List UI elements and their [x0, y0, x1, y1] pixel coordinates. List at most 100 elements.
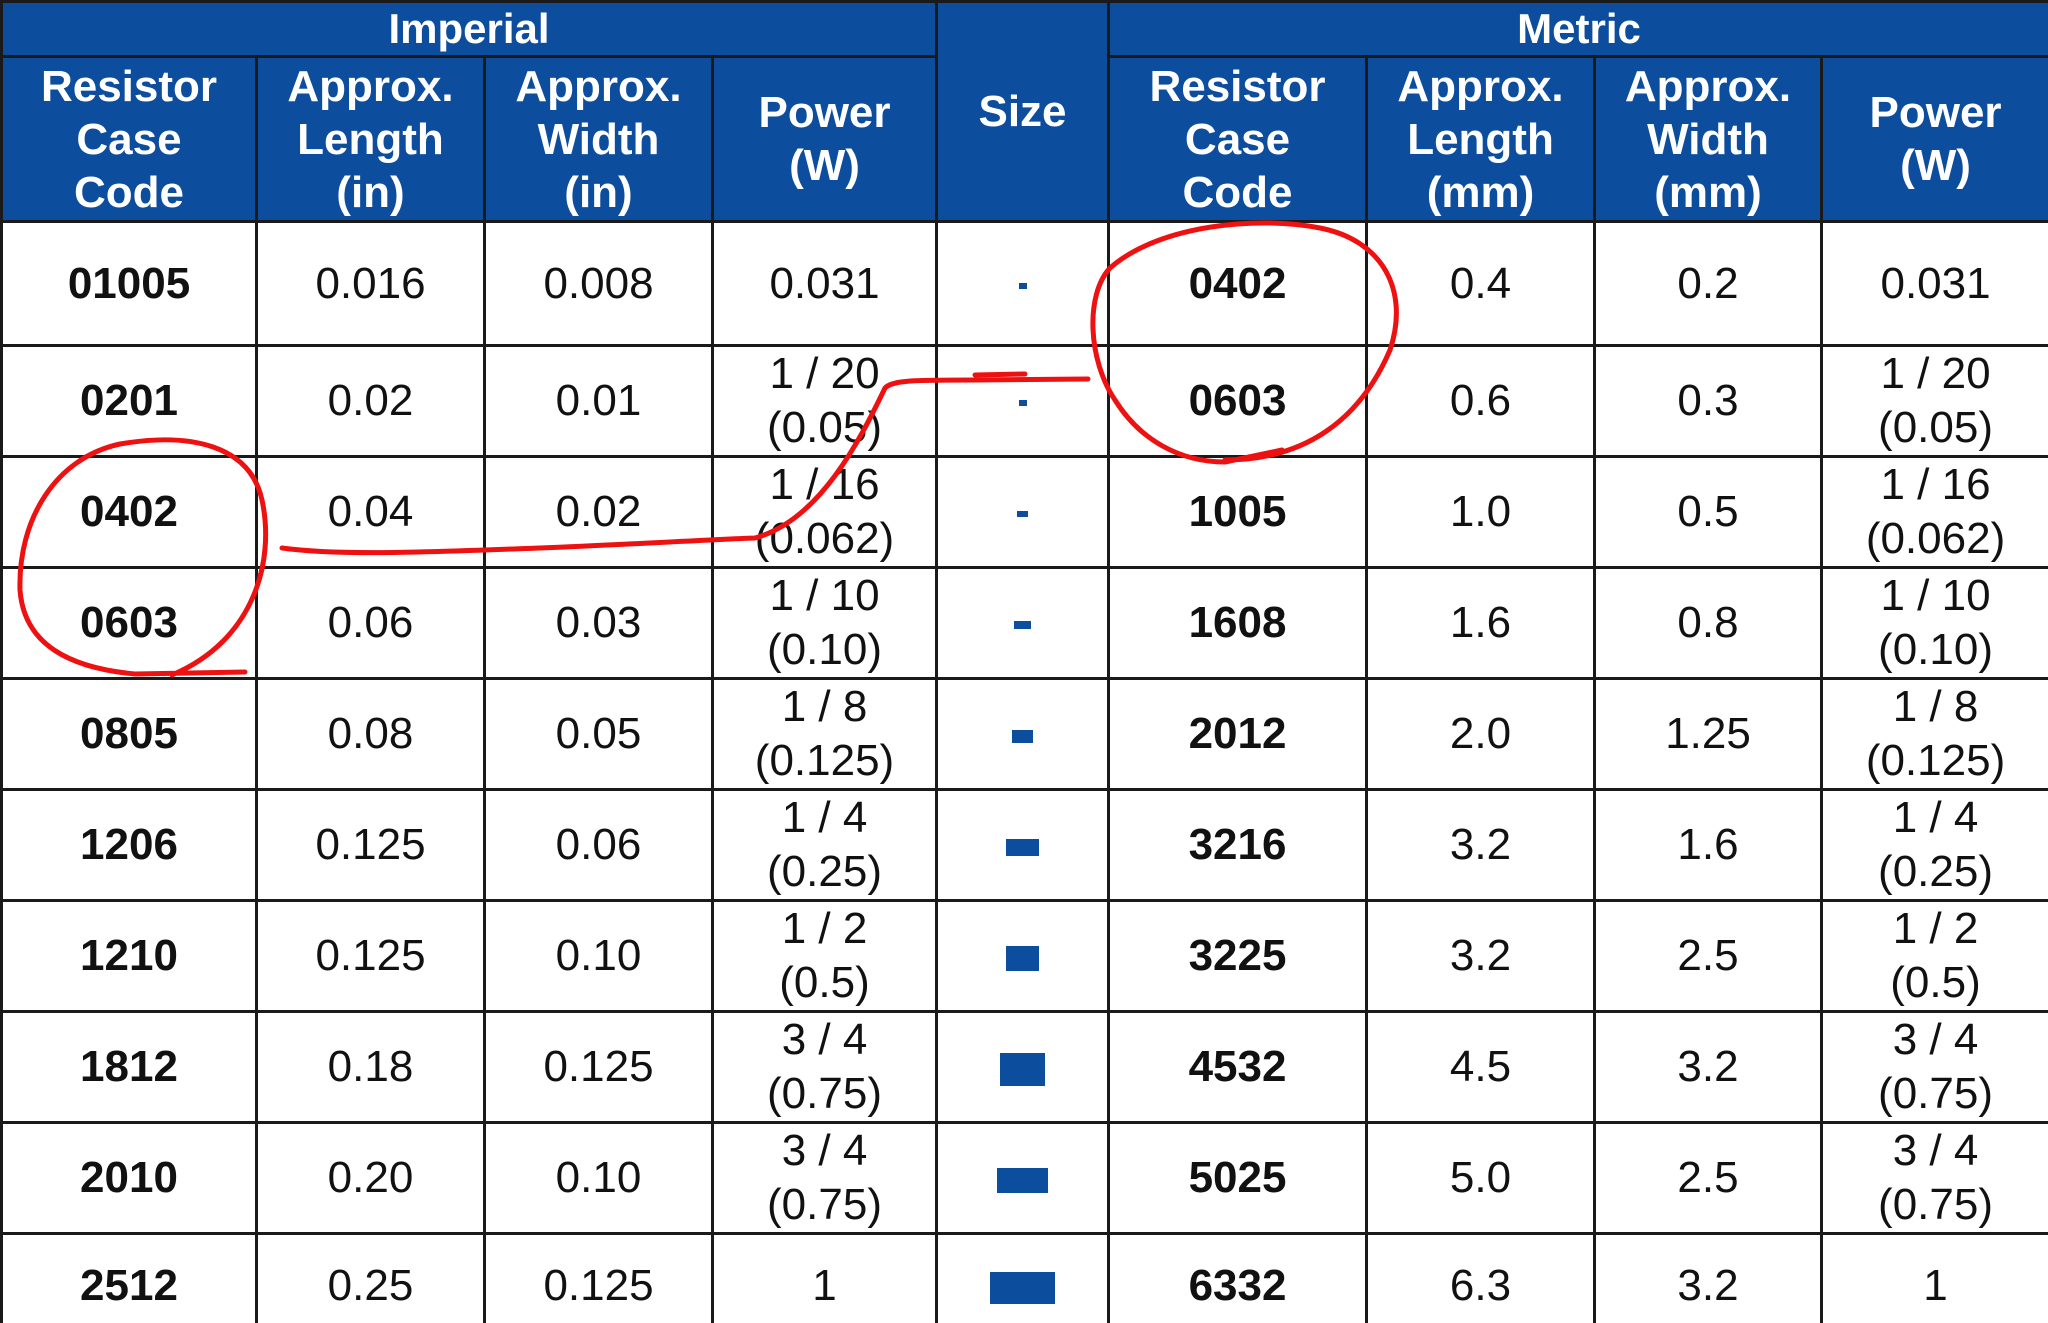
- cell-line: 1 / 10: [1880, 571, 1991, 620]
- resistor-size-chip: [1018, 400, 1027, 407]
- table-row: 1206 0.125 0.06 1 / 4 (0.25) 3216 3.2 1.6 1 / 4 (…: [0, 788, 2048, 902]
- metric-case-code: 2012: [1107, 677, 1369, 791]
- metric-case-code: 6332: [1107, 1232, 1369, 1323]
- imperial-width: 0.01: [483, 344, 714, 458]
- table-row: 0603 0.06 0.03 1 / 10 (0.10) 1608 1.6 0.8 1 / 10…: [0, 566, 2048, 680]
- imperial-length: 0.016: [255, 220, 486, 347]
- cell-line: Case: [1184, 114, 1291, 164]
- metric-length-header: Approx. Length (mm): [1365, 55, 1597, 223]
- cell-line: 1: [1923, 1260, 1948, 1310]
- imperial-group-header: Imperial: [0, 0, 939, 58]
- cell-line: 3 / 4: [781, 1126, 868, 1175]
- table-row: 01005 0.016 0.008 0.031 0402 0.4 0.2 0.031: [0, 220, 2048, 347]
- size-cell: [935, 677, 1111, 791]
- table-body: 01005 0.016 0.008 0.031 0402 0.4 0.2 0.031 0201 0…: [0, 220, 2048, 1323]
- imperial-power: 1 / 16 (0.062): [710, 455, 939, 569]
- imperial-power: 1 / 10 (0.10): [710, 566, 939, 680]
- metric-case-code: 1608: [1107, 566, 1369, 680]
- imperial-length: 0.02: [255, 344, 486, 458]
- imperial-power: 3 / 4 (0.75): [710, 1121, 939, 1235]
- metric-length: 3.2: [1365, 788, 1597, 902]
- cell-line: Approx.: [287, 61, 454, 111]
- imperial-length: 0.08: [255, 677, 486, 791]
- table-row: 2512 0.25 0.125 1 6332 6.3 3.2 1: [0, 1232, 2048, 1323]
- cell-line: Length: [297, 114, 444, 164]
- imperial-length-header: Approx. Length (in): [255, 55, 486, 223]
- cell-line: (0.125): [1865, 736, 2006, 785]
- cell-line: (0.25): [1878, 847, 1993, 896]
- imperial-case-code-header: Resistor Case Code: [0, 55, 258, 223]
- cell-line: (0.10): [767, 625, 882, 674]
- imperial-width: 0.125: [483, 1010, 714, 1124]
- cell-line: 1: [812, 1260, 837, 1310]
- cell-line: 3 / 4: [781, 1015, 868, 1064]
- cell-line: (0.5): [779, 958, 870, 1007]
- cell-line: (0.062): [1865, 514, 2006, 563]
- imperial-power: 3 / 4 (0.75): [710, 1010, 939, 1124]
- table-row: 0805 0.08 0.05 1 / 8 (0.125) 2012 2.0 1.25 1 / 8…: [0, 677, 2048, 791]
- imperial-power: 1 / 4 (0.25): [710, 788, 939, 902]
- imperial-width: 0.05: [483, 677, 714, 791]
- imperial-length: 0.18: [255, 1010, 486, 1124]
- table-row: 0201 0.02 0.01 1 / 20 (0.05) 0603 0.6 0.3 1 / 20…: [0, 344, 2048, 458]
- cell-line: (0.75): [767, 1069, 882, 1118]
- metric-length: 1.0: [1365, 455, 1597, 569]
- cell-line: 1 / 16: [769, 460, 880, 509]
- metric-width-header: Approx. Width (mm): [1593, 55, 1824, 223]
- cell-line: 1 / 8: [1892, 682, 1979, 731]
- metric-width: 0.2: [1593, 220, 1824, 347]
- imperial-length: 0.20: [255, 1121, 486, 1235]
- metric-length: 5.0: [1365, 1121, 1597, 1235]
- imperial-case-code: 1210: [0, 899, 258, 1013]
- table-row: 1812 0.18 0.125 3 / 4 (0.75) 4532 4.5 3.2 3 / 4 (…: [0, 1010, 2048, 1124]
- imperial-power: 1 / 20 (0.05): [710, 344, 939, 458]
- cell-line: Approx.: [1397, 61, 1564, 111]
- cell-line: 0.031: [769, 258, 880, 308]
- cell-line: Approx.: [515, 61, 682, 111]
- size-cell: [935, 1121, 1111, 1235]
- cell-line: Case: [76, 114, 182, 164]
- imperial-width: 0.03: [483, 566, 714, 680]
- cell-line: 3 / 4: [1892, 1015, 1979, 1064]
- resistor-size-chip: [990, 1271, 1055, 1305]
- imperial-length: 0.06: [255, 566, 486, 680]
- cell-line: (W): [1900, 141, 1971, 190]
- cell-line: (0.75): [1878, 1069, 1993, 1118]
- cell-line: 1 / 2: [781, 904, 868, 953]
- metric-power: 3 / 4 (0.75): [1820, 1010, 2048, 1124]
- cell-line: 1 / 10: [769, 571, 880, 620]
- cell-line: (0.25): [767, 847, 882, 896]
- metric-case-code: 3225: [1107, 899, 1369, 1013]
- size-cell: [935, 455, 1111, 569]
- cell-line: (mm): [1654, 167, 1762, 217]
- cell-line: Power: [1869, 88, 2002, 137]
- metric-width: 3.2: [1593, 1232, 1824, 1323]
- metric-power-header: Power (W): [1820, 55, 2048, 223]
- metric-power: 1 / 10 (0.10): [1820, 566, 2048, 680]
- metric-case-code: 1005: [1107, 455, 1369, 569]
- imperial-length: 0.04: [255, 455, 486, 569]
- cell-line: (0.05): [767, 403, 882, 452]
- metric-power: 3 / 4 (0.75): [1820, 1121, 2048, 1235]
- resistor-size-chip: [1012, 730, 1033, 743]
- cell-line: 1 / 8: [781, 682, 868, 731]
- imperial-width: 0.008: [483, 220, 714, 347]
- metric-power: 1 / 16 (0.062): [1820, 455, 2048, 569]
- cell-line: (W): [789, 141, 860, 190]
- imperial-case-code: 0201: [0, 344, 258, 458]
- metric-case-code: 4532: [1107, 1010, 1369, 1124]
- imperial-case-code: 1812: [0, 1010, 258, 1124]
- metric-case-code: 3216: [1107, 788, 1369, 902]
- cell-line: Length: [1407, 114, 1554, 164]
- imperial-length: 0.125: [255, 899, 486, 1013]
- resistor-size-chip: [1006, 945, 1039, 972]
- cell-line: 1 / 4: [1892, 793, 1979, 842]
- metric-case-code-header: Resistor Case Code: [1107, 55, 1369, 223]
- metric-power: 1 / 2 (0.5): [1820, 899, 2048, 1013]
- size-cell: [935, 344, 1111, 458]
- size-cell: [935, 1010, 1111, 1124]
- imperial-case-code: 2010: [0, 1121, 258, 1235]
- cell-line: Code: [74, 167, 184, 217]
- cell-line: 1 / 20: [769, 349, 880, 398]
